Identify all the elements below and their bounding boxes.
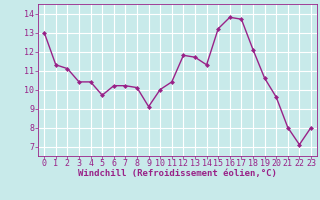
X-axis label: Windchill (Refroidissement éolien,°C): Windchill (Refroidissement éolien,°C) [78, 169, 277, 178]
